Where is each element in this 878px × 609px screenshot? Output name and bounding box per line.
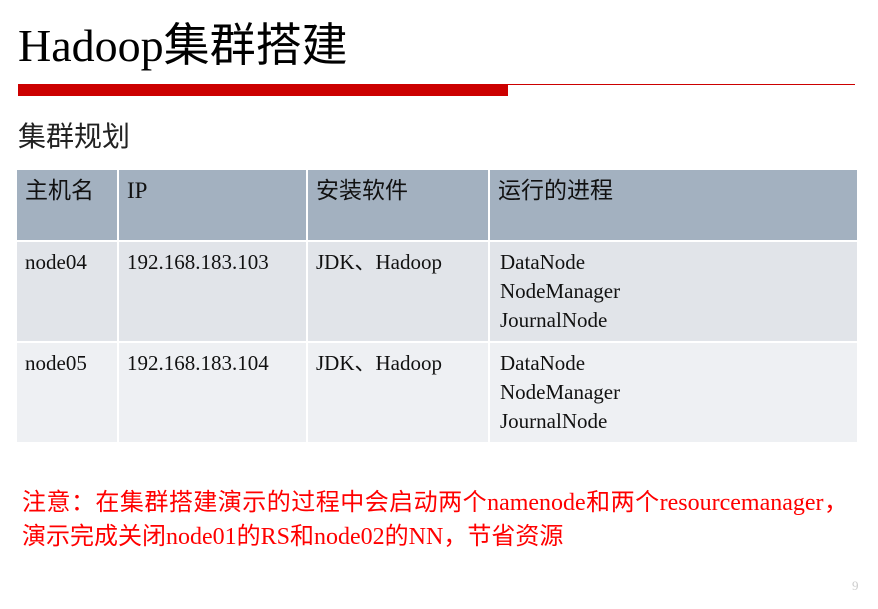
header-hostname: 主机名	[15, 168, 119, 242]
section-heading: 集群规划	[18, 122, 131, 153]
process: DataNode	[500, 250, 586, 274]
cell-ip: 192.168.183.104	[117, 341, 308, 444]
process: NodeManager	[500, 380, 621, 404]
cell-processes: DataNode NodeManager JournalNode	[488, 341, 859, 444]
process: JournalNode	[500, 409, 608, 433]
cell-hostname: node04	[15, 240, 119, 343]
slide-title: Hadoop集群搭建	[18, 20, 348, 71]
process: DataNode	[500, 351, 586, 375]
cell-ip: 192.168.183.103	[117, 240, 308, 343]
cell-processes: DataNode NodeManager JournalNode	[488, 240, 859, 343]
cell-hostname: node05	[15, 341, 119, 444]
cluster-plan-table: 主机名 IP 安装软件 运行的进程 node04 192.168.183.103…	[15, 168, 859, 444]
table-row: node05 192.168.183.104 JDK、Hadoop DataNo…	[15, 341, 859, 444]
cell-software: JDK、Hadoop	[306, 240, 490, 343]
cell-software: JDK、Hadoop	[306, 341, 490, 444]
process: NodeManager	[500, 279, 621, 303]
table-row: node04 192.168.183.103 JDK、Hadoop DataNo…	[15, 240, 859, 343]
header-software: 安装软件	[306, 168, 490, 242]
table-header-row: 主机名 IP 安装软件 运行的进程	[15, 168, 859, 242]
title-accent-bar	[18, 84, 508, 96]
note-text: 注意：在集群搭建演示的过程中会启动两个namenode和两个resourcema…	[22, 490, 848, 550]
page-number: 9	[852, 578, 859, 593]
process: JournalNode	[500, 308, 608, 332]
header-processes: 运行的进程	[488, 168, 859, 242]
header-ip: IP	[117, 168, 308, 242]
